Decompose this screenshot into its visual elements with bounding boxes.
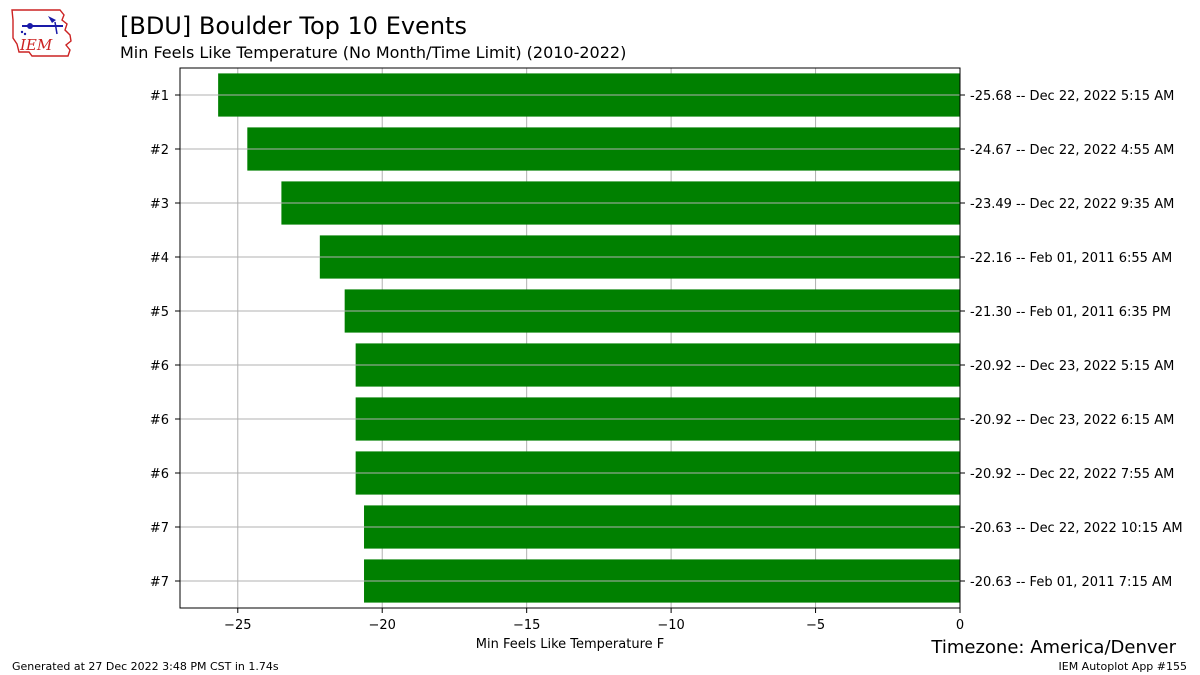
data-label: -23.49 -- Dec 22, 2022 9:35 AM (970, 197, 1174, 212)
x-tick-label: −20 (369, 618, 396, 633)
x-tick-label: −25 (224, 618, 251, 633)
data-label: -20.92 -- Dec 23, 2022 6:15 AM (970, 413, 1174, 428)
bars (218, 73, 961, 603)
y-tick-label: #6 (150, 359, 169, 374)
x-axis-label: Min Feels Like Temperature F (476, 637, 665, 652)
y-tick-label: #1 (150, 89, 169, 104)
x-tick-label: −5 (806, 618, 825, 633)
y-tick-label: #6 (150, 413, 169, 428)
y-tick-label: #7 (150, 575, 169, 590)
timezone-label: Timezone: America/Denver (931, 637, 1176, 658)
plot-frame (179, 67, 961, 609)
chart-subtitle: Min Feels Like Temperature (No Month/Tim… (120, 43, 627, 62)
data-label: -20.92 -- Dec 23, 2022 5:15 AM (970, 359, 1174, 374)
data-label: -20.63 -- Feb 01, 2011 7:15 AM (970, 575, 1172, 590)
logo-text: IEM (19, 36, 53, 54)
x-tick-label: 0 (956, 618, 964, 633)
data-label: -24.67 -- Dec 22, 2022 4:55 AM (970, 143, 1174, 158)
y-tick-label: #6 (150, 467, 169, 482)
right-labels: -25.68 -- Dec 22, 2022 5:15 AM -24.67 -- … (960, 89, 1183, 590)
x-tick-label: −15 (513, 618, 540, 633)
data-label: -20.63 -- Dec 22, 2022 10:15 AM (970, 521, 1183, 536)
iem-logo: IEM (11, 9, 72, 57)
generated-footer: Generated at 27 Dec 2022 3:48 PM CST in … (12, 660, 279, 673)
data-label: -20.92 -- Dec 22, 2022 7:55 AM (970, 467, 1174, 482)
y-tick-label: #5 (150, 305, 169, 320)
data-label: -21.30 -- Feb 01, 2011 6:35 PM (970, 305, 1171, 320)
y-ticks: #1 #2 #3 #4 #5 #6 #6 #6 #7 #7 (150, 89, 180, 590)
y-tick-label: #4 (150, 251, 169, 266)
chart-title: [BDU] Boulder Top 10 Events (120, 12, 467, 40)
x-ticks: −25 −20 −15 −10 −5 0 (224, 608, 964, 633)
y-tick-label: #2 (150, 143, 169, 158)
app-footer: IEM Autoplot App #155 (1058, 660, 1188, 673)
category-grid-lines (180, 94, 960, 582)
data-label: -25.68 -- Dec 22, 2022 5:15 AM (970, 89, 1174, 104)
y-tick-label: #7 (150, 521, 169, 536)
x-tick-label: −10 (657, 618, 684, 633)
y-tick-label: #3 (150, 197, 169, 212)
data-label: -22.16 -- Feb 01, 2011 6:55 AM (970, 251, 1172, 266)
